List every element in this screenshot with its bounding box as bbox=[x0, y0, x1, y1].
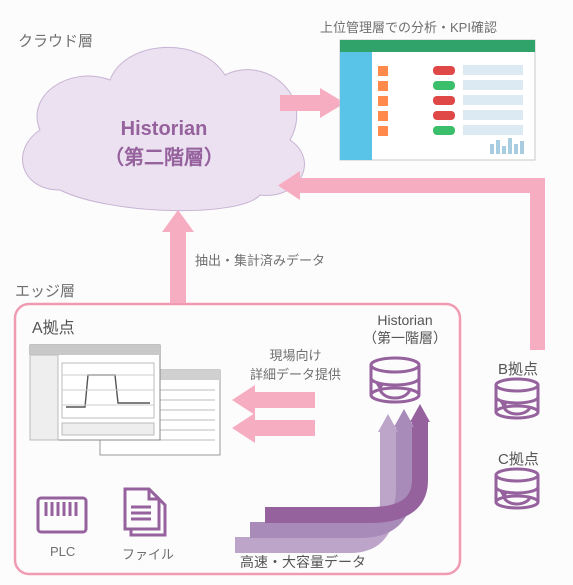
cloud-historian-line1: Historian bbox=[104, 118, 224, 141]
edge-historian-line2: （第一階層） bbox=[363, 328, 447, 348]
onsite-detail-line2: 詳細データ提供 bbox=[250, 364, 341, 383]
aggregated-data-label: 抽出・集計済みデータ bbox=[195, 250, 325, 269]
cloud-historian-label: Historian （第二階層） bbox=[104, 118, 224, 170]
arrow-historian-to-screens-2 bbox=[232, 413, 315, 443]
cloud-historian-line2: （第二階層） bbox=[104, 141, 224, 170]
arrow-highspeed-head-1 bbox=[378, 414, 398, 432]
edge-historian-label: Historian （第一階層） bbox=[363, 312, 447, 348]
site-c-label: C拠点 bbox=[498, 448, 539, 469]
onsite-detail-label: 現場向け 詳細データ提供 bbox=[250, 345, 341, 383]
plc-icon bbox=[38, 498, 86, 532]
highspeed-data-label: 高速・大容量データ bbox=[240, 552, 366, 572]
edge-layer-title: エッジ層 bbox=[15, 280, 75, 301]
diagram-canvas bbox=[0, 0, 573, 585]
onsite-detail-line1: 現場向け bbox=[250, 345, 341, 364]
site-c-db-icon bbox=[496, 469, 538, 508]
dashboard-thumbnail bbox=[340, 40, 535, 160]
arrow-edge-to-cloud bbox=[162, 210, 194, 303]
historian-edge-icon bbox=[371, 358, 419, 402]
site-a-label: A拠点 bbox=[32, 314, 75, 338]
site-b-db-icon bbox=[496, 379, 538, 418]
screens-thumbnail bbox=[30, 345, 220, 455]
plc-label: PLC bbox=[50, 544, 75, 559]
upper-mgmt-analysis-label: 上位管理層での分析・KPI確認 bbox=[320, 17, 497, 36]
site-b-label: B拠点 bbox=[498, 358, 538, 379]
file-label: ファイル bbox=[122, 544, 174, 563]
file-icon bbox=[125, 489, 165, 535]
edge-historian-line1: Historian bbox=[363, 312, 447, 328]
arrow-historian-to-screens-1 bbox=[232, 385, 315, 415]
arrow-highspeed-head-2 bbox=[394, 409, 414, 427]
cloud-layer-title: クラウド層 bbox=[18, 30, 93, 51]
arrow-highspeed-head-3 bbox=[410, 404, 430, 422]
